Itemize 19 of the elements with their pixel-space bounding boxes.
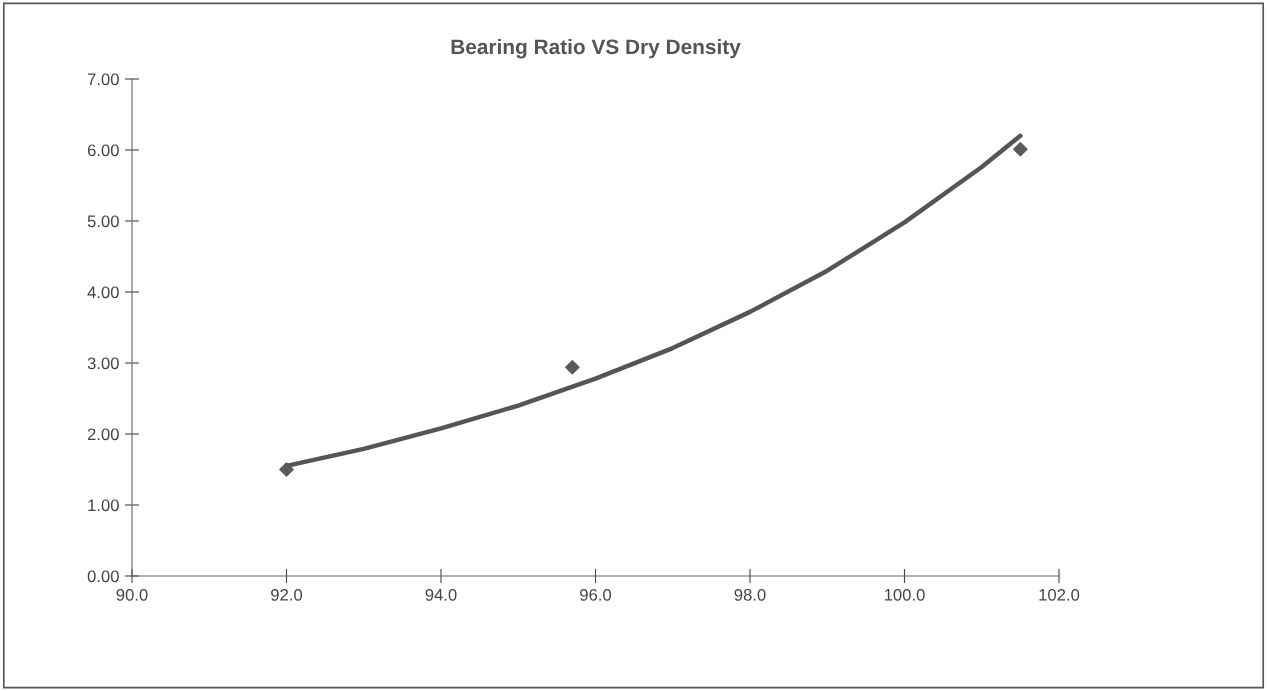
y-tick-label: 0.00 [87, 570, 119, 583]
x-tick-label: 96.0 [580, 588, 612, 601]
point [565, 359, 580, 375]
y-tick-label: 4.00 [87, 286, 119, 299]
chart-title: Bearing Ratio VS Dry Density [451, 38, 741, 59]
x-tick-label: 92.0 [271, 588, 303, 601]
x-tick-label: 98.0 [734, 588, 766, 601]
y-tick-label: 6.00 [87, 144, 119, 157]
y-tick-label: 2.00 [87, 428, 119, 441]
y-tick-label: 7.00 [87, 73, 119, 86]
y-tick-label: 1.00 [88, 499, 119, 512]
y-tick-label: 5.00 [87, 215, 119, 228]
point [1013, 142, 1028, 157]
y-tick-label: 3.00 [87, 357, 119, 370]
x-tick-label: 102.0 [1039, 588, 1080, 601]
x-tick-label: 94.0 [425, 588, 457, 601]
x-tick-label: 100.0 [884, 588, 925, 601]
x-tick-label: 90.0 [116, 588, 148, 601]
point [279, 462, 294, 477]
